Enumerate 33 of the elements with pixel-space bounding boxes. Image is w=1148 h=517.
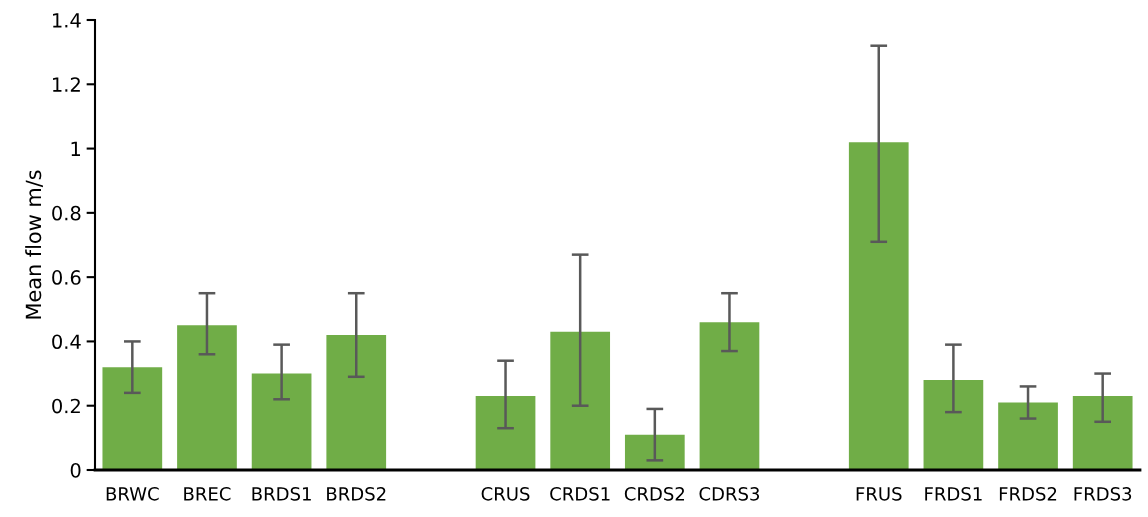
x-tick-label: CRDS1 (550, 486, 610, 501)
x-tick-label: FRUS (856, 486, 902, 501)
bar (699, 322, 760, 470)
x-tick-label: FRDS2 (999, 486, 1057, 501)
bar (550, 331, 611, 470)
y-tick-label: 1 (71, 141, 81, 156)
y-tick-label: 0.6 (52, 270, 81, 285)
x-tick-label: CDRS3 (699, 486, 760, 501)
x-tick-label: CRUS (481, 486, 530, 501)
x-tick-label: BRWC (106, 486, 159, 501)
x-tick-label: BREC (184, 486, 231, 501)
y-tick-label: 0.8 (52, 205, 81, 221)
y-tick-label: 0.4 (52, 334, 81, 350)
bar (251, 373, 312, 470)
bar (923, 380, 984, 470)
x-tick-label: BRDS2 (327, 486, 386, 501)
x-tick-label: CRDS2 (624, 486, 685, 501)
bar (848, 142, 909, 470)
x-tick-label: FRDS1 (925, 486, 982, 501)
bar (998, 402, 1058, 470)
bar (1072, 396, 1133, 470)
x-tick-label: BRDS1 (252, 486, 311, 501)
bar (102, 367, 163, 470)
y-tick-label: 1.4 (53, 13, 81, 28)
bar (177, 325, 237, 470)
x-tick-label: FRDS3 (1074, 486, 1132, 501)
y-axis-title: Mean flow m/s (25, 170, 43, 319)
bar (326, 335, 387, 470)
y-tick-label: 0 (70, 462, 81, 478)
y-tick-label: 1.2 (53, 77, 80, 92)
bar (624, 434, 685, 470)
y-tick-label: 0.2 (52, 398, 80, 414)
bar (475, 396, 536, 470)
